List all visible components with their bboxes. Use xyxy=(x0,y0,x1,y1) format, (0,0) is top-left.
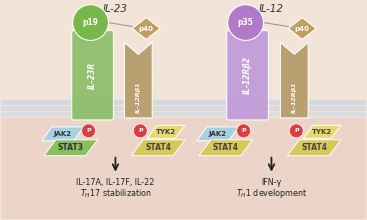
Text: $T_H$1 development: $T_H$1 development xyxy=(236,187,307,200)
Polygon shape xyxy=(124,42,152,118)
FancyBboxPatch shape xyxy=(1,112,366,117)
FancyBboxPatch shape xyxy=(1,118,366,219)
Polygon shape xyxy=(147,125,185,138)
Text: p35: p35 xyxy=(238,18,254,27)
Polygon shape xyxy=(131,140,185,156)
Text: IL-12Rβ1: IL-12Rβ1 xyxy=(136,81,141,112)
Text: STAT4: STAT4 xyxy=(301,143,327,152)
Text: TYK2: TYK2 xyxy=(312,129,332,135)
Text: P: P xyxy=(294,128,299,133)
Polygon shape xyxy=(280,42,308,118)
Polygon shape xyxy=(303,125,341,138)
Text: p40: p40 xyxy=(139,26,154,31)
FancyBboxPatch shape xyxy=(1,100,366,105)
Text: P: P xyxy=(86,128,91,133)
Polygon shape xyxy=(199,140,252,156)
Text: IFN-γ: IFN-γ xyxy=(261,178,281,187)
Circle shape xyxy=(289,124,303,138)
FancyBboxPatch shape xyxy=(227,31,268,120)
Text: IL-23: IL-23 xyxy=(103,4,128,14)
Polygon shape xyxy=(197,127,239,141)
Text: JAK2: JAK2 xyxy=(54,131,72,137)
Text: P: P xyxy=(241,128,246,133)
FancyBboxPatch shape xyxy=(1,106,366,111)
FancyBboxPatch shape xyxy=(72,31,113,120)
Text: IL-12Rβ2: IL-12Rβ2 xyxy=(243,56,252,94)
Circle shape xyxy=(73,5,109,40)
Text: STAT3: STAT3 xyxy=(58,143,84,152)
Polygon shape xyxy=(42,127,84,141)
Text: p40: p40 xyxy=(295,26,310,31)
Circle shape xyxy=(237,124,251,138)
Text: P: P xyxy=(138,128,143,133)
Polygon shape xyxy=(287,140,341,156)
Text: IL-17A, IL-17F, IL-22: IL-17A, IL-17F, IL-22 xyxy=(76,178,155,187)
Polygon shape xyxy=(44,140,98,156)
Circle shape xyxy=(133,124,147,138)
Text: IL-12Rβ1: IL-12Rβ1 xyxy=(292,81,297,112)
Text: IL-23R: IL-23R xyxy=(88,62,97,89)
Text: STAT4: STAT4 xyxy=(213,143,239,152)
Text: p19: p19 xyxy=(83,18,99,27)
Polygon shape xyxy=(132,18,160,39)
Text: JAK2: JAK2 xyxy=(209,131,227,137)
Text: IL-12: IL-12 xyxy=(259,4,284,14)
Text: STAT4: STAT4 xyxy=(145,143,171,152)
Circle shape xyxy=(81,124,95,138)
Circle shape xyxy=(228,5,264,40)
Polygon shape xyxy=(288,18,316,39)
Text: $T_H$17 stabilization: $T_H$17 stabilization xyxy=(80,187,151,200)
Text: TYK2: TYK2 xyxy=(156,129,176,135)
